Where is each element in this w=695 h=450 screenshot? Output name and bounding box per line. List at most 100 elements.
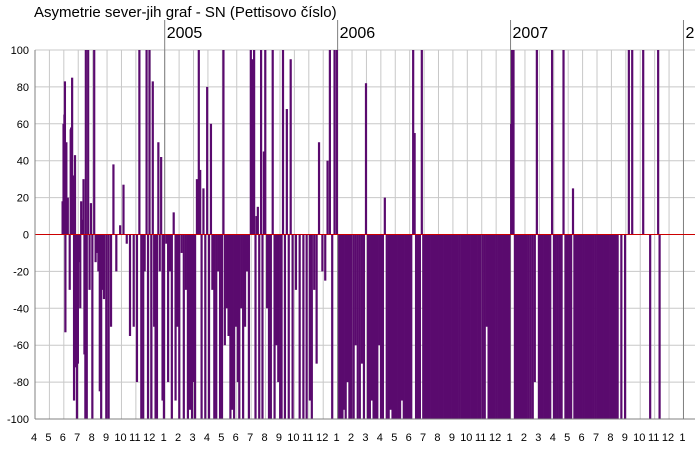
data-bar bbox=[502, 234, 505, 419]
data-bar bbox=[387, 234, 390, 419]
x-tick-label: 12 bbox=[489, 432, 501, 444]
data-bar bbox=[489, 234, 492, 419]
data-bar bbox=[277, 234, 280, 383]
data-bar bbox=[315, 234, 318, 364]
data-bar bbox=[376, 234, 379, 419]
data-bar bbox=[161, 234, 164, 401]
data-bar bbox=[275, 234, 278, 346]
data-bar bbox=[231, 234, 234, 410]
y-tick-label: -60 bbox=[13, 340, 29, 352]
data-bar bbox=[623, 234, 627, 419]
data-bar bbox=[170, 234, 173, 419]
data-bar bbox=[398, 234, 402, 419]
data-bar bbox=[462, 234, 465, 419]
data-bar bbox=[493, 234, 496, 419]
data-bar bbox=[497, 234, 500, 419]
data-bar bbox=[379, 234, 383, 419]
data-bar bbox=[426, 234, 430, 419]
x-tick-label: 4 bbox=[31, 432, 37, 444]
y-tick-label: 40 bbox=[17, 156, 29, 168]
data-bar bbox=[418, 234, 421, 419]
data-bar bbox=[451, 234, 454, 419]
data-bar bbox=[658, 234, 661, 419]
data-bar bbox=[447, 234, 450, 419]
x-tick-label: 6 bbox=[406, 432, 412, 444]
data-bar bbox=[348, 234, 351, 419]
data-bar bbox=[393, 234, 396, 419]
data-bar bbox=[495, 234, 498, 419]
data-bar bbox=[519, 234, 522, 419]
data-bar bbox=[326, 160, 329, 235]
data-bar bbox=[211, 234, 214, 290]
data-bar bbox=[243, 234, 247, 327]
data-bar bbox=[223, 234, 226, 346]
data-bar bbox=[91, 234, 94, 419]
data-bar bbox=[550, 50, 554, 235]
y-tick-label: 100 bbox=[11, 45, 29, 57]
data-bar bbox=[416, 234, 420, 419]
data-bar bbox=[264, 50, 267, 235]
year-label: 20 bbox=[685, 25, 695, 42]
data-bar bbox=[470, 234, 473, 419]
data-bar bbox=[220, 234, 224, 419]
data-bar bbox=[174, 234, 177, 401]
x-tick-label: 4 bbox=[204, 432, 210, 444]
data-bar bbox=[253, 50, 256, 235]
data-bar bbox=[204, 234, 207, 419]
data-bar bbox=[238, 234, 241, 419]
data-bar bbox=[584, 234, 587, 419]
data-bar bbox=[491, 234, 494, 419]
data-bar bbox=[389, 234, 392, 410]
x-tick-label: 8 bbox=[262, 432, 268, 444]
data-bar bbox=[566, 234, 569, 419]
data-bar bbox=[631, 50, 634, 235]
data-bar bbox=[162, 234, 166, 419]
data-bar bbox=[441, 234, 444, 419]
data-bar bbox=[423, 234, 426, 419]
data-bar bbox=[143, 234, 146, 272]
data-bar bbox=[64, 234, 67, 333]
data-bar bbox=[597, 234, 601, 419]
x-tick-label: 5 bbox=[391, 432, 397, 444]
data-bar bbox=[199, 169, 202, 235]
data-bar bbox=[527, 234, 530, 419]
data-bar bbox=[358, 234, 361, 419]
data-bar bbox=[125, 234, 128, 244]
data-bar bbox=[366, 234, 370, 419]
x-tick-label: 12 bbox=[662, 432, 674, 444]
x-tick-label: 10 bbox=[114, 432, 126, 444]
data-bar bbox=[554, 234, 557, 419]
data-bar bbox=[500, 234, 503, 419]
data-bar bbox=[471, 234, 475, 419]
data-bar bbox=[213, 234, 216, 419]
x-tick-label: 6 bbox=[233, 432, 239, 444]
data-bar bbox=[85, 234, 88, 419]
x-tick-label: 10 bbox=[287, 432, 299, 444]
year-label: 2006 bbox=[340, 25, 376, 42]
data-bar bbox=[193, 234, 197, 419]
data-bar bbox=[271, 50, 274, 235]
data-bar bbox=[571, 188, 575, 235]
data-bar bbox=[586, 234, 589, 419]
data-bar bbox=[154, 234, 157, 419]
data-bar bbox=[178, 234, 181, 419]
data-bar bbox=[217, 234, 220, 272]
data-bar bbox=[262, 151, 265, 235]
data-bar bbox=[464, 234, 467, 419]
data-bar bbox=[412, 50, 415, 235]
x-tick-label: 11 bbox=[475, 432, 486, 444]
data-bar bbox=[515, 234, 518, 419]
data-bar bbox=[512, 50, 515, 235]
data-bar bbox=[146, 234, 150, 419]
x-tick-label: 12 bbox=[316, 432, 328, 444]
data-bar bbox=[285, 109, 288, 235]
data-bar bbox=[229, 234, 232, 419]
data-bar bbox=[324, 234, 327, 281]
data-bar bbox=[87, 50, 90, 235]
x-tick-label: 3 bbox=[535, 432, 541, 444]
data-bar bbox=[279, 234, 282, 419]
data-bar bbox=[539, 234, 543, 419]
data-bar bbox=[258, 234, 261, 419]
